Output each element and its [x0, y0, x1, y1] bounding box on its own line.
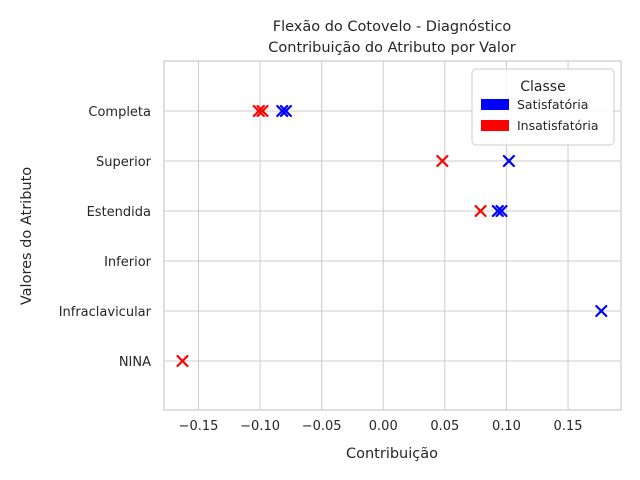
legend-title: Classe — [520, 79, 565, 95]
data-point — [279, 104, 293, 118]
data-point — [595, 304, 608, 318]
chart-title-line-2: Contribuição do Atributo por Valor — [268, 40, 515, 56]
data-point — [252, 104, 265, 118]
plot-border — [163, 60, 622, 411]
x-tick-label: 0.15 — [554, 419, 583, 434]
data-point — [491, 204, 504, 218]
x-tick-label: 0.10 — [492, 419, 521, 434]
data-point — [474, 204, 487, 218]
y-tick-label: NINA — [119, 355, 151, 370]
chart-title: Flexão do Cotovelo - Diagnóstico Contrib… — [268, 19, 515, 56]
y-tick-label: Superior — [96, 155, 152, 170]
y-tick-label: Completa — [88, 105, 151, 120]
data-point — [176, 354, 189, 368]
y-axis-label: Valores do Atributo — [19, 167, 35, 305]
data-point — [256, 104, 269, 118]
chart-title-line-1: Flexão do Cotovelo - Diagnóstico — [273, 19, 512, 35]
x-tick-label: 0.00 — [369, 419, 398, 434]
data-point — [502, 154, 516, 168]
legend-swatch — [481, 120, 509, 131]
data-point — [495, 204, 508, 218]
legend-swatch — [481, 99, 509, 110]
y-tick-label: Estendida — [87, 205, 151, 220]
x-tick-label: −0.15 — [179, 419, 219, 434]
data-point — [436, 154, 449, 168]
data-point — [276, 104, 289, 118]
x-tick-label: 0.05 — [430, 419, 459, 434]
x-tick-label: −0.10 — [240, 419, 280, 434]
x-tick-label: −0.05 — [302, 419, 342, 434]
legend-label: Satisfatória — [517, 97, 588, 112]
y-tick-label: Inferior — [104, 255, 152, 270]
legend-label: Insatisfatória — [517, 118, 599, 133]
y-tick-label: Infraclavicular — [59, 305, 152, 320]
legend: Classe Satisfatória Insatisfatória — [471, 68, 615, 146]
x-axis-label: Contribuição — [346, 446, 438, 462]
